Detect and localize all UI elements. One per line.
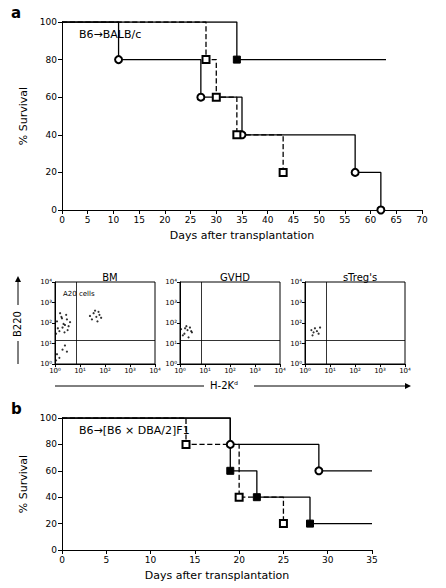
svg-text:40: 40 <box>262 215 274 225</box>
svg-text:5: 5 <box>85 215 91 225</box>
svg-text:10¹: 10¹ <box>165 340 177 348</box>
svg-text:10³: 10³ <box>40 299 52 307</box>
svg-text:% Survival: % Survival <box>17 87 30 145</box>
svg-text:10²: 10² <box>290 319 302 327</box>
svg-text:10: 10 <box>108 215 120 225</box>
svg-text:B6→[B6 × DBA/2]F1: B6→[B6 × DBA/2]F1 <box>79 424 190 437</box>
svg-text:10²: 10² <box>165 319 177 327</box>
svg-text:H-2Kᵈ: H-2Kᵈ <box>210 380 238 391</box>
svg-text:80: 80 <box>46 55 58 65</box>
svg-text:20: 20 <box>233 555 245 565</box>
svg-text:a: a <box>11 4 21 22</box>
svg-text:10³: 10³ <box>124 367 136 375</box>
svg-text:10⁰: 10⁰ <box>299 367 311 375</box>
svg-text:sTreg's: sTreg's <box>343 272 377 283</box>
svg-text:10¹: 10¹ <box>290 340 302 348</box>
svg-text:GVHD: GVHD <box>220 272 250 283</box>
svg-text:BM: BM <box>102 272 118 283</box>
svg-text:100: 100 <box>40 413 57 423</box>
svg-text:20: 20 <box>159 215 171 225</box>
svg-text:B6→BALB/c: B6→BALB/c <box>79 28 141 41</box>
svg-text:20: 20 <box>46 167 58 177</box>
svg-text:10³: 10³ <box>374 367 386 375</box>
svg-text:0: 0 <box>51 545 57 555</box>
svg-text:25: 25 <box>185 215 196 225</box>
svg-text:35: 35 <box>366 555 377 565</box>
svg-text:10⁴: 10⁴ <box>165 278 177 286</box>
svg-text:10³: 10³ <box>165 299 177 307</box>
svg-text:10²: 10² <box>99 367 111 375</box>
svg-text:30: 30 <box>322 555 334 565</box>
svg-text:10⁴: 10⁴ <box>399 367 411 375</box>
svg-text:50: 50 <box>313 215 325 225</box>
svg-text:15: 15 <box>189 555 200 565</box>
svg-text:A20 cells: A20 cells <box>63 290 95 298</box>
svg-text:10⁰: 10⁰ <box>174 367 186 375</box>
svg-text:65: 65 <box>391 215 402 225</box>
svg-text:0: 0 <box>59 555 65 565</box>
svg-text:10⁰: 10⁰ <box>40 360 52 368</box>
svg-text:b: b <box>11 400 22 418</box>
svg-text:B220: B220 <box>12 311 23 337</box>
svg-text:10³: 10³ <box>290 299 302 307</box>
svg-text:Days after transplantation: Days after transplantation <box>170 229 315 242</box>
svg-text:10: 10 <box>145 555 157 565</box>
svg-text:40: 40 <box>46 130 58 140</box>
svg-text:10²: 10² <box>349 367 361 375</box>
svg-text:10²: 10² <box>40 319 52 327</box>
svg-text:55: 55 <box>339 215 350 225</box>
svg-text:40: 40 <box>46 492 58 502</box>
svg-text:5: 5 <box>103 555 109 565</box>
svg-text:45: 45 <box>288 215 299 225</box>
svg-text:100: 100 <box>40 17 57 27</box>
svg-text:60: 60 <box>365 215 377 225</box>
svg-text:10¹: 10¹ <box>40 340 52 348</box>
svg-text:10⁴: 10⁴ <box>274 367 286 375</box>
svg-text:0: 0 <box>59 215 65 225</box>
svg-text:70: 70 <box>416 215 428 225</box>
svg-text:15: 15 <box>133 215 144 225</box>
svg-text:0: 0 <box>51 205 57 215</box>
svg-text:10¹: 10¹ <box>74 367 86 375</box>
svg-text:10⁴: 10⁴ <box>40 278 52 286</box>
svg-text:10¹: 10¹ <box>199 367 211 375</box>
svg-text:35: 35 <box>236 215 247 225</box>
svg-text:60: 60 <box>46 92 58 102</box>
svg-text:30: 30 <box>211 215 223 225</box>
svg-text:Days after transplantation: Days after transplantation <box>145 569 290 582</box>
svg-text:80: 80 <box>46 439 58 449</box>
svg-text:20: 20 <box>46 519 58 529</box>
svg-text:10⁴: 10⁴ <box>149 367 161 375</box>
svg-text:10⁰: 10⁰ <box>165 360 177 368</box>
svg-text:% Survival: % Survival <box>17 455 30 513</box>
svg-text:10²: 10² <box>224 367 236 375</box>
svg-text:10⁴: 10⁴ <box>290 278 302 286</box>
svg-text:10¹: 10¹ <box>324 367 336 375</box>
svg-text:25: 25 <box>278 555 289 565</box>
svg-text:10³: 10³ <box>249 367 261 375</box>
svg-text:10⁰: 10⁰ <box>49 367 61 375</box>
svg-text:10⁰: 10⁰ <box>290 360 302 368</box>
svg-text:60: 60 <box>46 466 58 476</box>
